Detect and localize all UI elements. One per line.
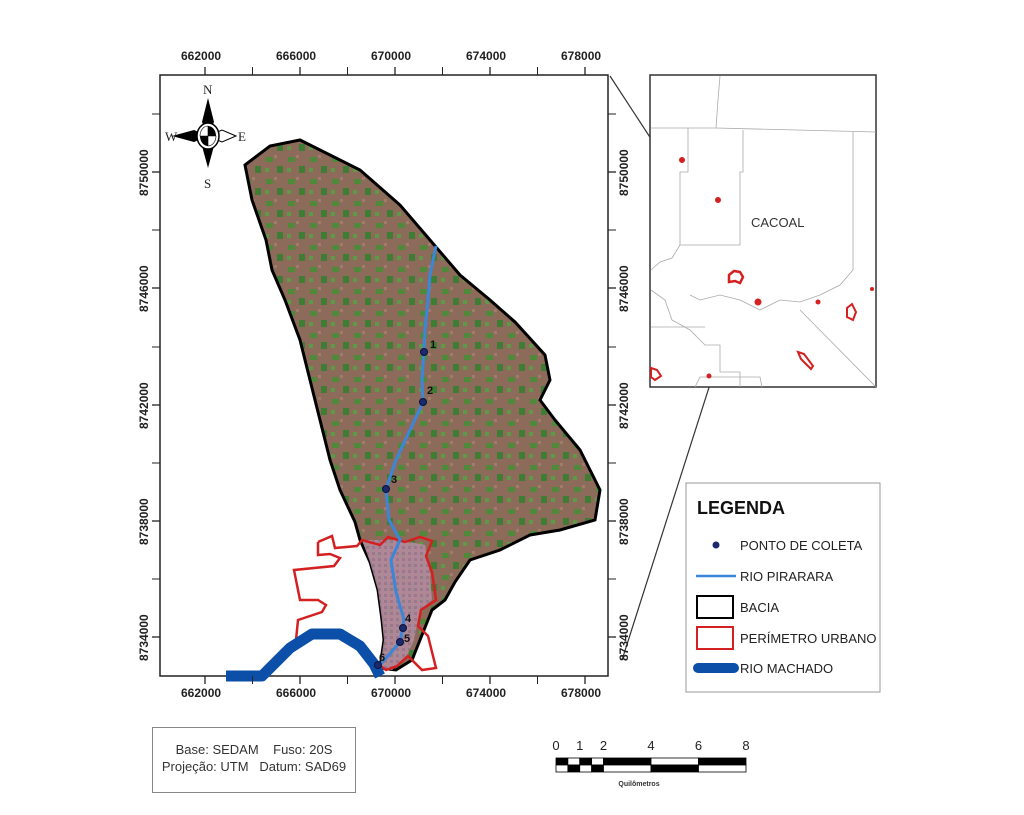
legend-label: BACIA [740, 600, 779, 615]
compass-w: W [165, 129, 178, 144]
urban-areas [650, 157, 874, 382]
y-tick-label: 8742000 [617, 382, 631, 429]
scale-segment [579, 757, 593, 766]
north-arrow-icon: N S E W [165, 82, 246, 191]
y-tick-label: 8750000 [617, 149, 631, 196]
y-tick-label: 8746000 [617, 265, 631, 312]
sample-point [382, 485, 390, 493]
scale-label: 6 [695, 738, 702, 753]
scale-label: 2 [600, 738, 607, 753]
x-tick-label: 678000 [561, 49, 601, 63]
scale-segment [591, 757, 604, 766]
x-tick-label: 666000 [276, 49, 316, 63]
sample-point [374, 661, 382, 669]
scale-segment [603, 757, 652, 766]
rio-machado [226, 628, 385, 682]
y-tick-label: 8734000 [617, 614, 631, 661]
x-tick-label: 662000 [181, 49, 221, 63]
urban-area [362, 540, 432, 670]
legend-label: PONTO DE COLETA [740, 538, 863, 553]
scale-segment [567, 764, 581, 773]
x-tick-label: 678000 [561, 686, 601, 700]
x-tick-label: 674000 [466, 686, 506, 700]
compass-n: N [203, 82, 213, 97]
scale-segment [698, 757, 747, 766]
scale-bar: 0 1 2 4 6 8 Quilômetros [552, 738, 749, 788]
urban-box-icon [696, 626, 734, 650]
scale-segment [603, 764, 652, 773]
sample-point-label: 5 [404, 633, 410, 645]
legend-title: LEGENDA [697, 498, 785, 518]
y-tick-label: 8746000 [137, 265, 151, 312]
y-tick-label: 8734000 [137, 614, 151, 661]
legend-label: RIO MACHADO [740, 661, 833, 676]
rio-pirarara [376, 245, 438, 669]
sample-point [420, 348, 428, 356]
legend-label: RIO PIRARARA [740, 569, 834, 584]
sample-point-label: 1 [430, 339, 436, 351]
scale-segment [555, 764, 569, 773]
scale-label: 8 [742, 738, 749, 753]
scale-segment [698, 764, 747, 773]
legend: LEGENDA PONTO DE COLETA RIO PIRARARA BAC… [685, 482, 881, 693]
compass-e: E [238, 129, 246, 144]
inset-map: CACOAL [649, 74, 877, 388]
scale-segment [650, 757, 699, 766]
sample-point-label: 6 [379, 652, 385, 664]
sample-point [399, 624, 407, 632]
sample-point [396, 638, 404, 646]
scale-unit: Quilômetros [618, 781, 659, 788]
x-tick-label: 670000 [371, 49, 411, 63]
info-line-1: Base: SEDAM Fuso: 20S [175, 742, 333, 757]
sample-point-label: 3 [391, 474, 397, 486]
municipal-boundaries [650, 75, 877, 388]
scale-segment [555, 757, 569, 766]
y-tick-label: 8738000 [617, 498, 631, 545]
scale-segment [650, 764, 699, 773]
sample-point-icon [712, 541, 720, 549]
x-tick-label: 666000 [276, 686, 316, 700]
scale-segment [591, 764, 604, 773]
scale-segment [579, 764, 593, 773]
info-line-2: Projeção: UTM Datum: SAD69 [161, 759, 347, 774]
scale-label: 1 [576, 738, 583, 753]
main-map: 1 2 3 4 5 6 N S E W 662000 662000 666000 666000 6… [137, 49, 631, 700]
projection-info-box: Base: SEDAM Fuso: 20S Projeção: UTM Datu… [152, 727, 356, 793]
scale-label: 0 [552, 738, 559, 753]
y-tick-label: 8738000 [137, 498, 151, 545]
sample-point [419, 398, 427, 406]
basin-box-icon [696, 595, 734, 619]
urban-perimeter [292, 534, 438, 672]
legend-label: PERÍMETRO URBANO [740, 631, 877, 646]
sample-point-label: 2 [427, 385, 433, 397]
scale-segment [567, 757, 581, 766]
x-tick-label: 670000 [371, 686, 411, 700]
y-tick-label: 8750000 [137, 149, 151, 196]
x-tick-label: 674000 [466, 49, 506, 63]
x-tick-label: 662000 [181, 686, 221, 700]
y-tick-label: 8742000 [137, 382, 151, 429]
scale-label: 4 [647, 738, 654, 753]
sample-point-label: 4 [405, 613, 412, 625]
compass-s: S [204, 176, 211, 191]
inset-label-cacoal: CACOAL [751, 215, 804, 230]
